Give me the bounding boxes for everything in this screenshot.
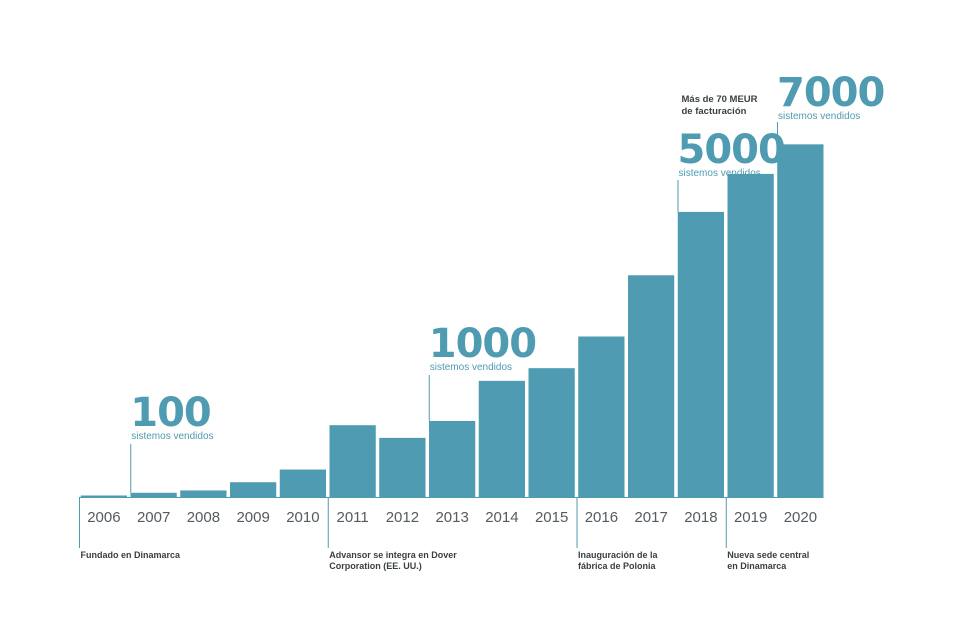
bar-2012 <box>379 437 426 497</box>
event-text-2011-1: Corporation (EE. UU.) <box>329 561 422 571</box>
bar-2006 <box>80 495 127 497</box>
milestone-caption-2007: sistemos vendidos <box>131 431 213 442</box>
year-label-2010: 2010 <box>286 509 319 526</box>
event-text-2016-0: Inauguración de la <box>578 550 659 560</box>
bar-2008 <box>180 490 227 497</box>
milestone-caption-2018: sistemos vendidos <box>679 168 761 179</box>
milestone-caption-2020: sistemos vendidos <box>778 111 860 122</box>
bar-2016 <box>578 336 625 497</box>
bar-2009 <box>230 482 277 497</box>
year-label-2020: 2020 <box>784 509 817 526</box>
year-label-2017: 2017 <box>634 509 667 526</box>
year-label-2018: 2018 <box>684 509 717 526</box>
year-label-2015: 2015 <box>535 509 568 526</box>
year-labels: 2006 2007 2008 2009 2010 2011 2012 2013 2014 2015… <box>87 509 817 526</box>
year-label-2016: 2016 <box>585 509 618 526</box>
bar-2014 <box>478 380 525 497</box>
year-label-2014: 2014 <box>485 509 518 526</box>
event-text-2006-0: Fundado en Dinamarca <box>81 550 182 560</box>
milestone-note-2018-0: Más de 70 MEUR <box>682 94 758 105</box>
event-text-2016-1: fábrica de Polonia <box>578 561 657 571</box>
bar-2017 <box>628 275 675 497</box>
year-label-2008: 2008 <box>187 509 220 526</box>
bar-2007 <box>130 492 177 497</box>
milestone-caption-2013: sistemos vendidos <box>430 362 512 373</box>
milestone-value-2018: 5000 <box>678 127 785 173</box>
bar-2011 <box>329 425 376 497</box>
milestone-value-2020: 7000 <box>777 70 884 116</box>
bar-2019 <box>727 173 774 497</box>
bar-2015 <box>528 368 575 497</box>
year-label-2013: 2013 <box>435 509 468 526</box>
event-annotations: Fundado en Dinamarca Advansor se integra … <box>79 497 809 571</box>
event-text-2019-0: Nueva sede central <box>727 550 809 560</box>
year-label-2019: 2019 <box>734 509 767 526</box>
bars-group <box>79 144 824 498</box>
year-label-2011: 2011 <box>336 509 368 526</box>
year-label-2012: 2012 <box>386 509 419 526</box>
milestone-value-2007: 100 <box>130 390 211 436</box>
bar-2020 <box>777 144 824 497</box>
milestone-note-2018-1: de facturación <box>682 106 747 117</box>
year-label-2007: 2007 <box>137 509 170 526</box>
year-label-2009: 2009 <box>236 509 269 526</box>
year-label-2006: 2006 <box>87 509 120 526</box>
bar-2018 <box>677 211 724 498</box>
event-text-2011-0: Advansor se integra en Dover <box>329 550 457 560</box>
event-text-2019-1: en Dinamarca <box>727 561 787 571</box>
milestone-value-2013: 1000 <box>429 321 536 367</box>
bar-2013 <box>429 420 476 497</box>
bar-2010 <box>279 469 326 497</box>
